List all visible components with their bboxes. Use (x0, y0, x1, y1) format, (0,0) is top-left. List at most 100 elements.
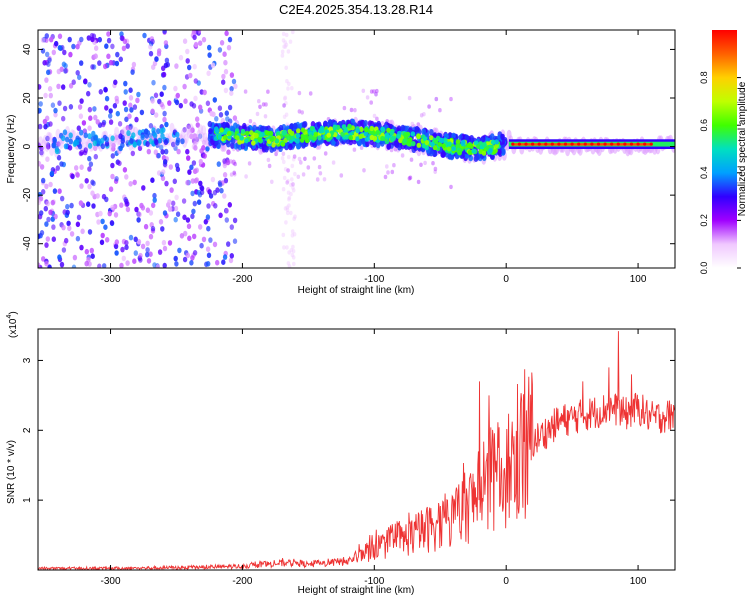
heatmap-cell (114, 126, 120, 137)
heatmap-cell (75, 70, 80, 76)
heatmap-cell (354, 136, 360, 142)
heatmap-cell (226, 149, 231, 155)
heatmap-cell (132, 179, 137, 186)
heatmap-cell (100, 137, 105, 144)
heatmap-cell (39, 149, 44, 156)
heatmap-cell (198, 104, 203, 111)
heatmap-cell (264, 146, 269, 153)
heatmap-cell (119, 202, 124, 208)
heatmap-cell (233, 161, 237, 167)
heatmap-cell (38, 107, 42, 114)
heatmap-cell (209, 110, 214, 117)
heatmap-cell (154, 139, 159, 146)
heatmap-cell (471, 148, 477, 154)
heatmap-cell (38, 136, 44, 147)
heatmap-cell (110, 173, 115, 180)
heatmap-cell (224, 208, 229, 214)
heatmap-cell (455, 139, 461, 145)
heatmap-cell (72, 254, 78, 261)
heatmap-cell (38, 123, 43, 130)
heatmap-cell (423, 160, 427, 166)
heatmap-cell (375, 141, 381, 149)
heatmap-cell (45, 115, 50, 122)
colorbar: 0.0 0.2 0.4 0.6 0.8 Normalized spectral ampl… (699, 30, 748, 274)
spectrogram-y-label: Frequency (Hz) (6, 115, 17, 184)
heatmap-cell (161, 71, 167, 78)
heatmap-cell (364, 127, 369, 133)
heatmap-cell (306, 165, 311, 170)
heatmap-cell (160, 149, 165, 155)
heatmap-cell (216, 161, 221, 167)
heatmap-cell (68, 138, 74, 145)
heatmap-cell (57, 33, 63, 40)
heatmap-cell (106, 37, 112, 44)
heatmap-cell (151, 64, 156, 70)
heatmap-cell (185, 58, 190, 64)
heatmap-cell (254, 132, 259, 139)
heatmap-cell (128, 123, 133, 130)
heatmap-cell (400, 124, 406, 132)
heatmap-cell (41, 189, 46, 195)
heatmap-cell (43, 92, 48, 99)
heatmap-cell (181, 198, 187, 204)
x-tick-label: -300 (101, 274, 121, 285)
heatmap-cell (90, 36, 95, 43)
heatmap-cell (186, 128, 192, 139)
heatmap-cell (524, 142, 528, 146)
heatmap-cell (172, 178, 177, 185)
heatmap-cell (212, 97, 217, 103)
heatmap-cell (99, 239, 105, 246)
heatmap-cell (156, 152, 161, 159)
heatmap-cell (128, 102, 133, 109)
heatmap-cell (160, 133, 165, 139)
heatmap-cell (186, 123, 191, 130)
heatmap-cell (113, 212, 119, 218)
heatmap-cell (54, 40, 59, 47)
heatmap-cell (308, 91, 313, 96)
heatmap-cell (213, 203, 218, 209)
heatmap-cell (100, 143, 106, 150)
heatmap-cell (128, 234, 134, 241)
heatmap-cell (353, 108, 357, 113)
heatmap-cell (110, 153, 116, 159)
heatmap-cell (97, 36, 103, 43)
heatmap-cell (49, 36, 54, 43)
heatmap-cell (223, 177, 229, 184)
heatmap-cell (380, 126, 385, 132)
heatmap-cell (104, 95, 110, 102)
heatmap-cell (145, 240, 150, 247)
heatmap-cell (432, 150, 438, 157)
heatmap-cell (63, 68, 68, 74)
heatmap-cell (223, 59, 228, 66)
colorbar-tick-label: 0.0 (699, 262, 709, 275)
heatmap-cell (71, 79, 76, 85)
heatmap-cell (128, 87, 133, 93)
heatmap-cell (42, 134, 48, 145)
heatmap-cell (203, 219, 208, 225)
colorbar-label: Normalized spectral amplitude (737, 81, 748, 216)
heatmap-cell (375, 129, 381, 135)
heatmap-cell (71, 130, 77, 141)
heatmap-cell (258, 104, 262, 110)
heatmap-cell (75, 235, 81, 242)
heatmap-cell (232, 115, 238, 121)
heatmap-cell (231, 78, 237, 85)
heatmap-cell (111, 142, 116, 149)
heatmap-cell (372, 89, 376, 94)
heatmap-cell (389, 147, 394, 153)
heatmap-cell (62, 49, 67, 56)
heatmap-cell (291, 188, 296, 193)
heatmap-cell (222, 254, 228, 260)
heatmap-cell (46, 131, 52, 142)
heatmap-cell (90, 190, 95, 196)
y-tick-label: 0 (22, 143, 33, 149)
spectrogram-frame (37, 29, 676, 269)
heatmap-cell (491, 149, 497, 155)
heatmap-cell (70, 173, 75, 180)
snr-x-ticks: -300 -200 -100 0 100 (101, 329, 647, 587)
heatmap-cell (316, 121, 322, 128)
heatmap-cell (414, 125, 420, 133)
heatmap-cell (433, 139, 439, 145)
heatmap-cell (282, 114, 287, 120)
heatmap-cell (68, 132, 73, 139)
